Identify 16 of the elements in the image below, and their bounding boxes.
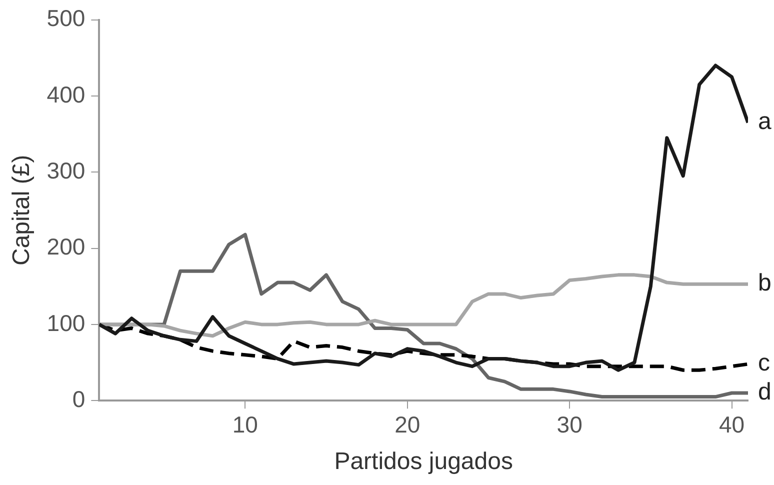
x-tick-label: 10 xyxy=(232,412,258,438)
y-tick-label: 100 xyxy=(46,310,86,336)
x-tick-label: 20 xyxy=(394,412,420,438)
series-label: c xyxy=(758,350,770,377)
y-axis-title: Capital (£) xyxy=(8,154,36,266)
x-tick-label: 30 xyxy=(556,412,582,438)
x-axis-title: Partidos jugados xyxy=(334,448,513,476)
y-tick-label: 300 xyxy=(46,157,86,184)
y-tick-label: 400 xyxy=(46,81,86,108)
series-label: a xyxy=(758,108,772,136)
series-label: b xyxy=(758,270,772,297)
y-tick-label: 200 xyxy=(46,234,86,260)
x-tick-label: 40 xyxy=(718,412,745,438)
y-tick-label: 500 xyxy=(46,5,86,32)
y-tick-label: 0 xyxy=(72,386,86,412)
series-label: d xyxy=(758,378,772,406)
